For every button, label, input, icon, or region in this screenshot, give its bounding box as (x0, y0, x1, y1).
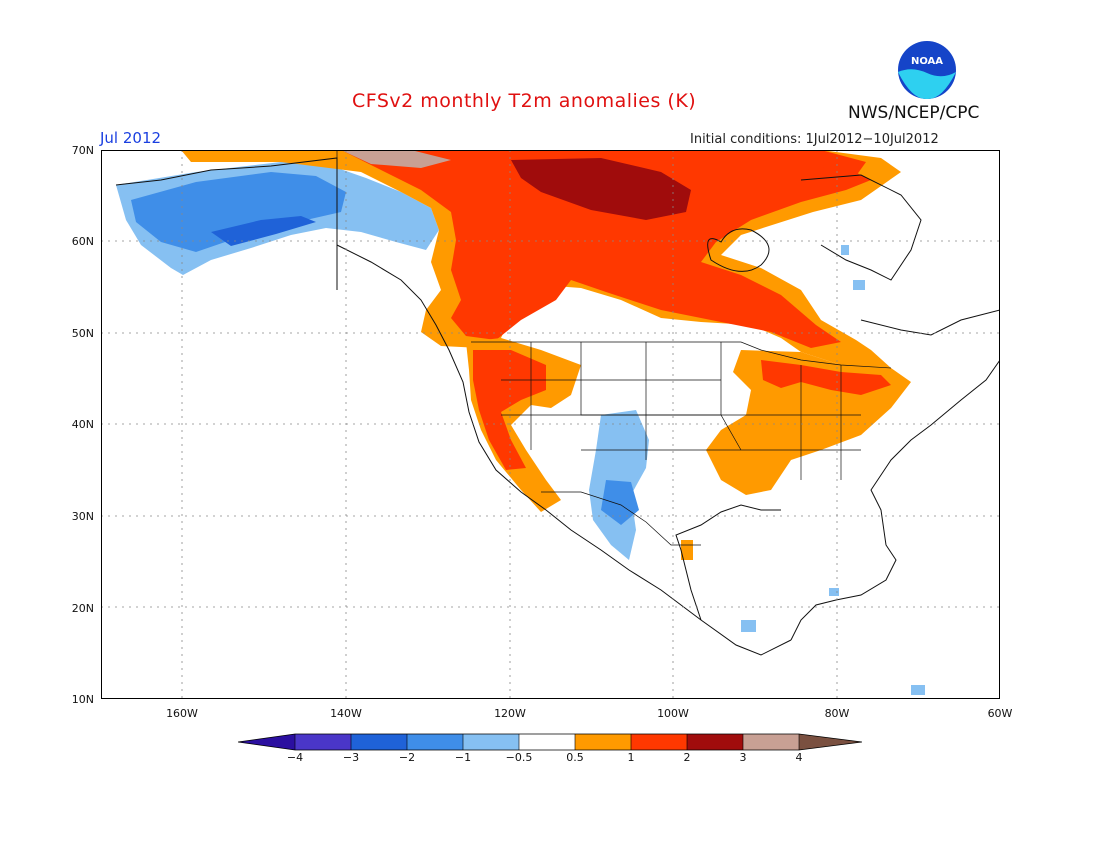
noaa-logo: NOAA (898, 41, 956, 100)
colorbar-label-4: 4 (795, 751, 803, 764)
colorbar-swatch-3-4 (743, 734, 799, 750)
lat-tick-30: 30N (71, 510, 94, 523)
southwest-cool-region (589, 410, 649, 560)
lat-tick-10: 10N (71, 693, 94, 706)
lon-tick-160w: 160W (166, 707, 198, 720)
lon-tick-140w: 140W (330, 707, 362, 720)
colorbar-label-neg1: −1 (454, 751, 472, 764)
colorbar-label-neg4: −4 (286, 751, 304, 764)
initial-conditions-label: Initial conditions: 1Jul2012−10Jul2012 (690, 132, 939, 147)
lat-tick-70: 70N (71, 144, 94, 157)
agency-label: NWS/NCEP/CPC (848, 103, 980, 123)
map-title: CFSv2 monthly T2m anomalies (K) (352, 90, 697, 112)
colorbar-swatch-lt-4 (238, 734, 295, 750)
lon-tick-80w: 80W (824, 707, 850, 720)
colorbar-label-neg2: −2 (398, 751, 416, 764)
colorbar-swatch-1-05 (463, 734, 519, 750)
alaska-cool-region (116, 162, 439, 275)
colorbar-swatch-3-2 (351, 734, 407, 750)
colorbar-label-05: 0.5 (566, 751, 584, 764)
logo-text: NOAA (911, 56, 943, 67)
boundaries (336, 150, 892, 546)
lon-tick-120w: 120W (494, 707, 526, 720)
lat-tick-40: 40N (71, 418, 94, 431)
colorbar-label-neg05: −0.5 (505, 751, 533, 764)
lon-tick-100w: 100W (657, 707, 689, 720)
anomaly-map (101, 150, 1000, 699)
colorbar-swatch-gt-4 (799, 734, 862, 750)
gridlines (101, 150, 1000, 699)
colorbar-label-1: 1 (627, 751, 635, 764)
lon-tick-60w: 60W (987, 707, 1013, 720)
colorbar-label-3: 3 (739, 751, 747, 764)
colorbar-label-neg3: −3 (342, 751, 360, 764)
lat-tick-60: 60N (71, 235, 94, 248)
scattered-cool-pixels (741, 245, 925, 695)
colorbar-swatch-05-1 (575, 734, 631, 750)
colorbar (238, 733, 862, 751)
colorbar-label-2: 2 (683, 751, 691, 764)
colorbar-swatch-2-3 (687, 734, 743, 750)
colorbar-swatch-1-2 (631, 734, 687, 750)
month-label: Jul 2012 (100, 129, 162, 147)
lat-tick-20: 20N (71, 602, 94, 615)
colorbar-swatch-2-1 (407, 734, 463, 750)
colorbar-swatch-neutral (519, 734, 575, 750)
lat-tick-50: 50N (71, 327, 94, 340)
colorbar-swatch-4-3 (295, 734, 351, 750)
